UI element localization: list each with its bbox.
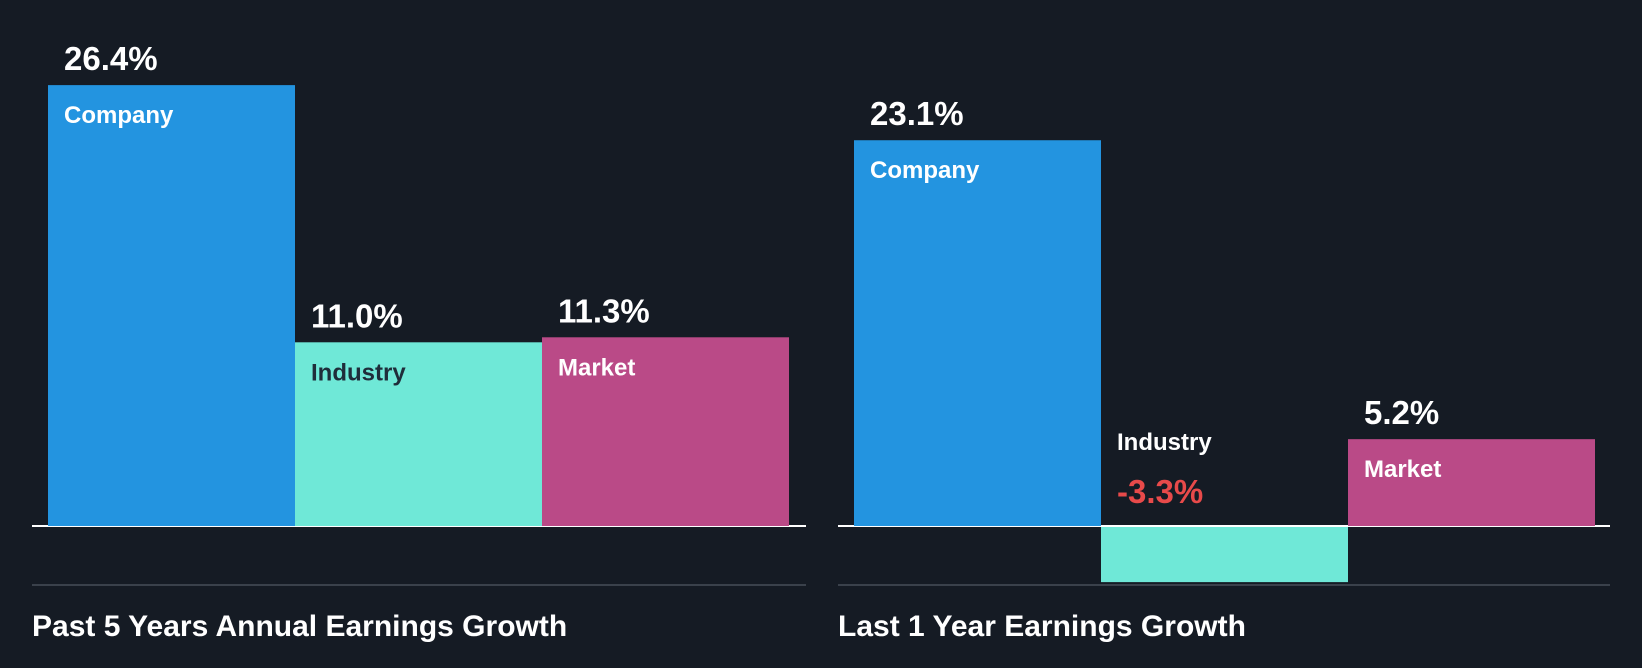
bar-value-labels: 26.4% 11.0% 11.3%	[64, 40, 650, 334]
chart-title: Last 1 Year Earnings Growth	[838, 610, 1246, 643]
value-label-company: 26.4%	[64, 40, 158, 77]
category-label-company: Company	[870, 157, 980, 184]
bar-company	[854, 140, 1101, 527]
bar-category-labels: Company Industry Market	[870, 157, 1441, 483]
bar-industry	[1101, 527, 1348, 583]
value-label-market: 11.3%	[558, 292, 650, 329]
value-label-industry: -3.3%	[1117, 473, 1203, 510]
bar-company	[48, 85, 295, 527]
category-label-company: Company	[64, 102, 174, 129]
chart-panel-past-5-years: Company Industry Market 26.4% 11.0% 11.3% Pa…	[32, 40, 806, 643]
bar-market	[542, 337, 789, 526]
value-label-market: 5.2%	[1364, 394, 1439, 431]
value-label-company: 23.1%	[870, 95, 964, 132]
bar-category-labels: Company Industry Market	[64, 102, 635, 386]
category-label-industry: Industry	[1117, 429, 1212, 456]
bar-market	[1348, 439, 1595, 526]
bar-industry	[295, 342, 542, 526]
category-label-market: Market	[558, 354, 635, 381]
bars-group	[854, 140, 1595, 583]
bars-group	[48, 85, 789, 527]
chart-title: Past 5 Years Annual Earnings Growth	[32, 610, 567, 643]
category-label-industry: Industry	[311, 359, 406, 386]
value-label-industry: 11.0%	[311, 297, 403, 334]
bar-value-labels: 23.1% -3.3% 5.2%	[870, 95, 1439, 510]
chart-panel-last-1-year: Company Industry Market 23.1% -3.3% 5.2% Las…	[838, 95, 1610, 643]
category-label-market: Market	[1364, 456, 1441, 483]
